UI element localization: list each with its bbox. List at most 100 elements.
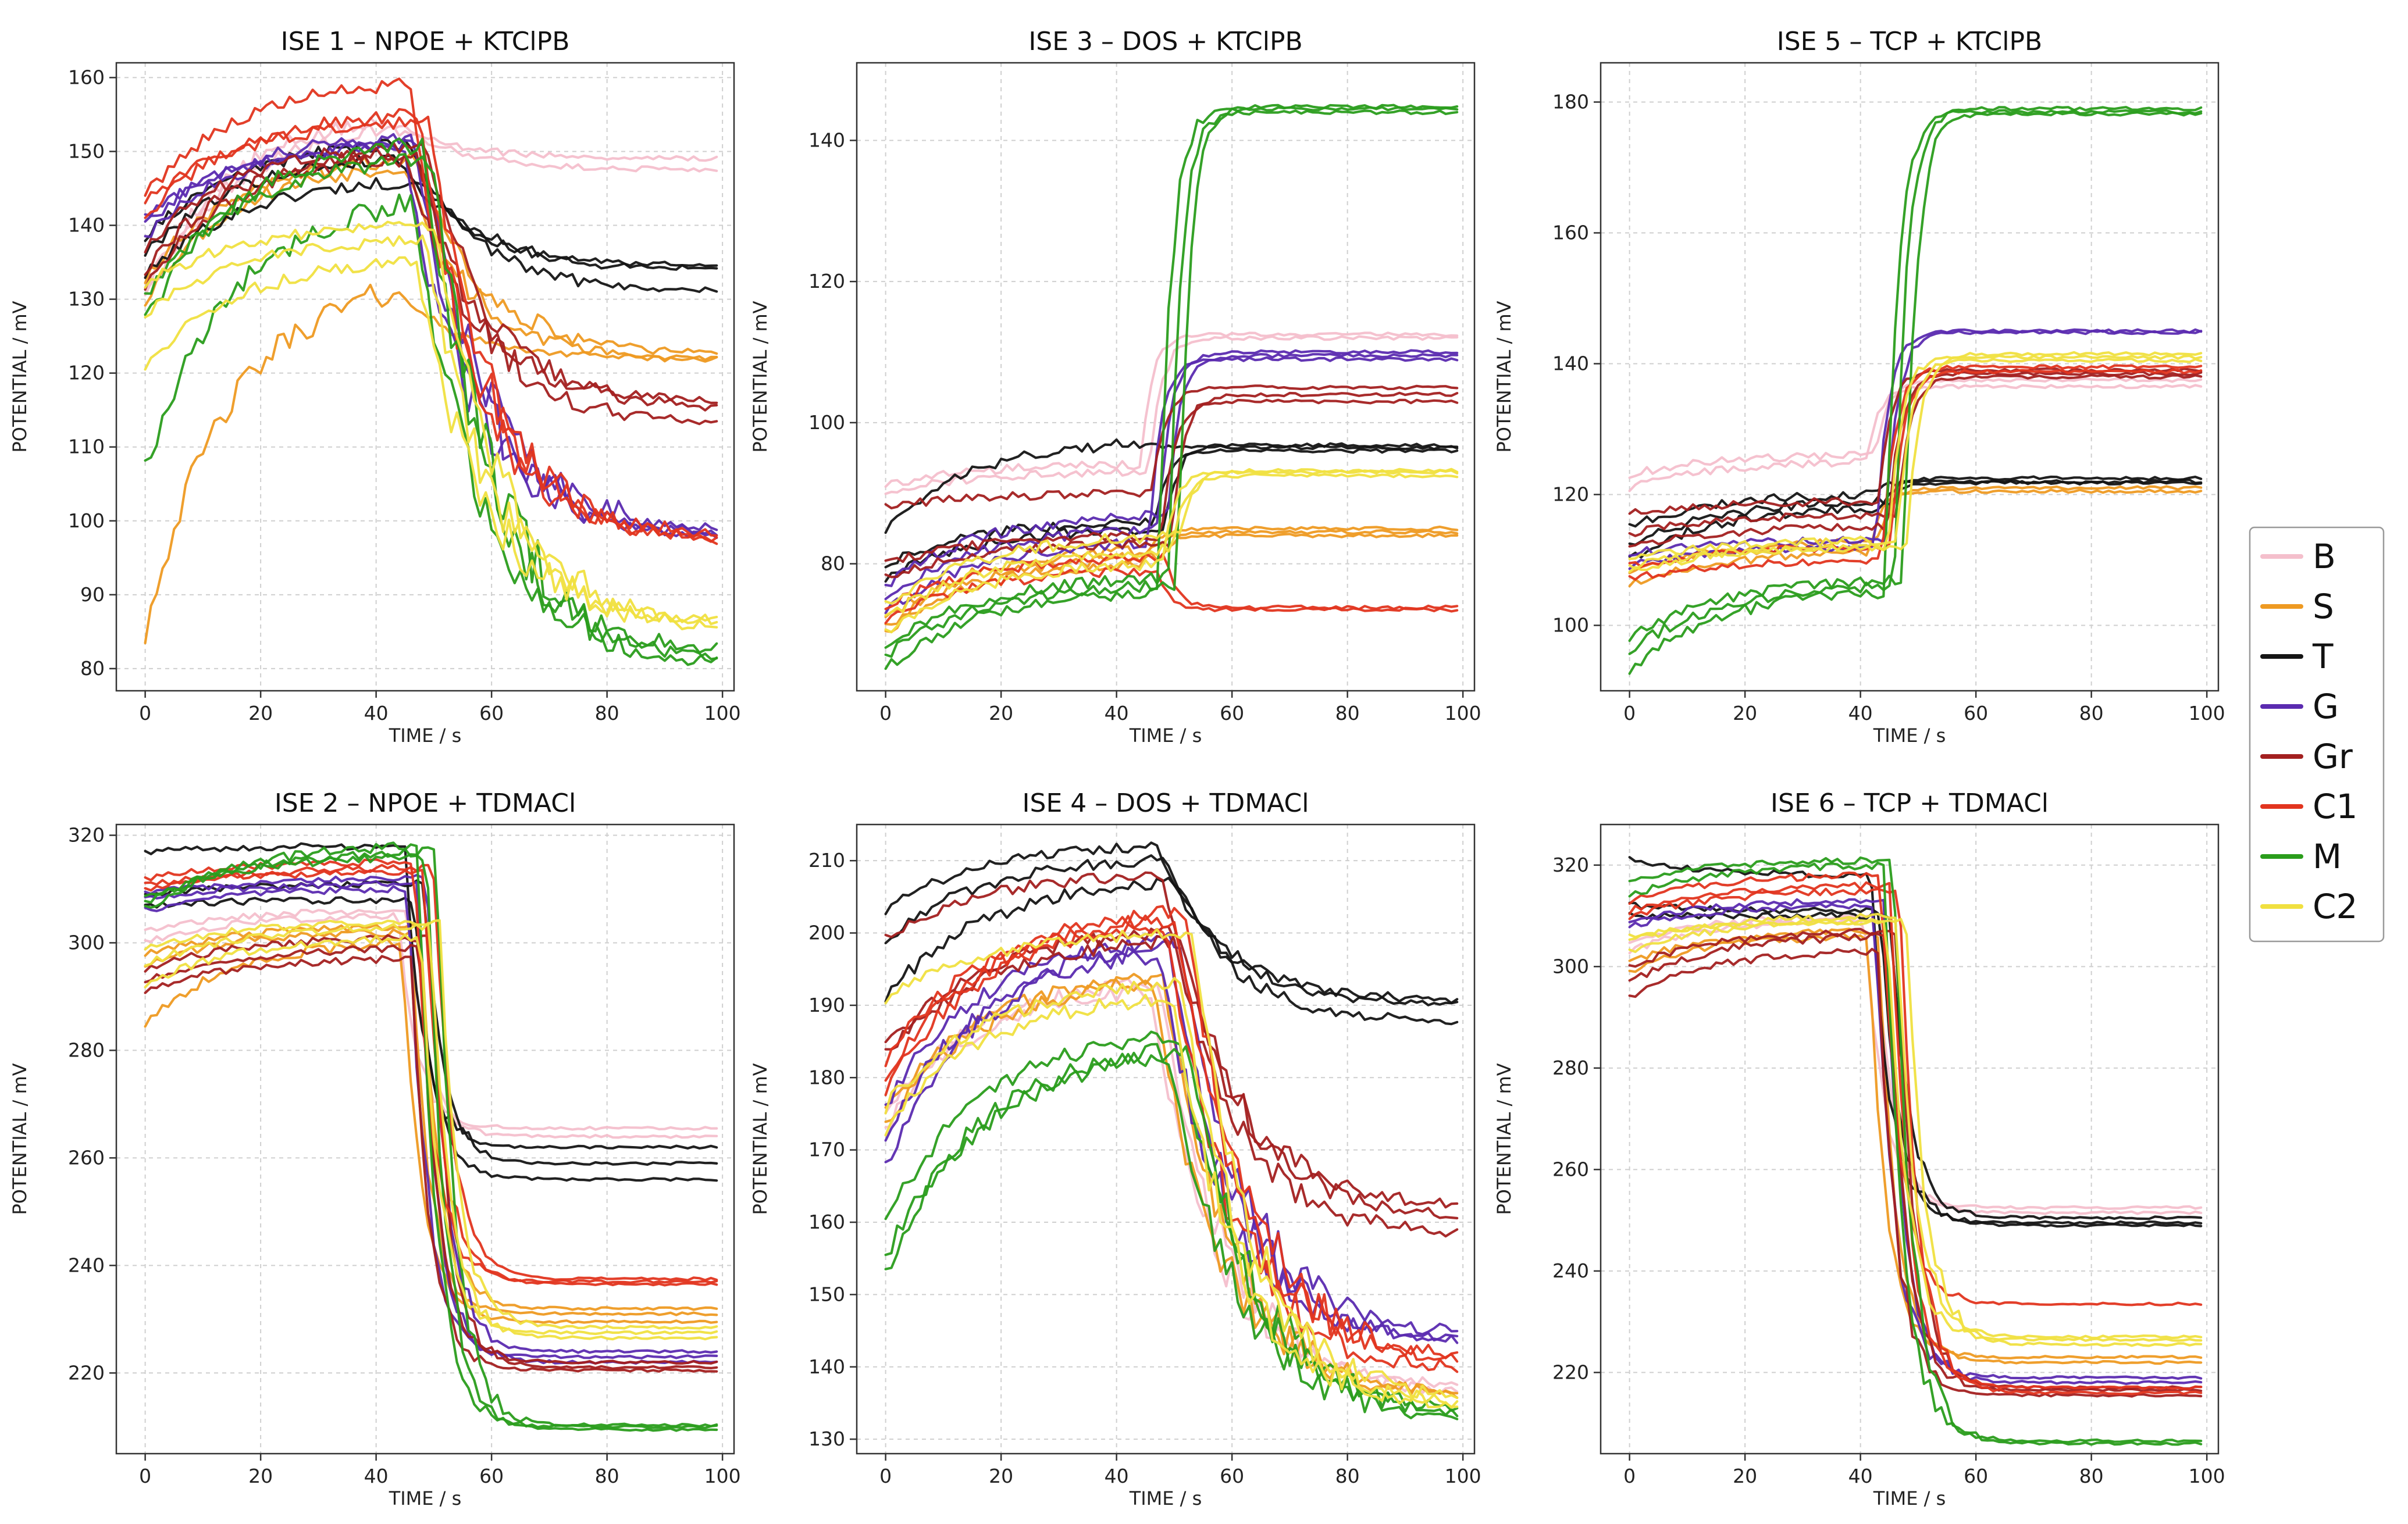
y-tick-label: 100 bbox=[1552, 614, 1589, 637]
y-tick-label: 110 bbox=[68, 436, 105, 458]
series-line-gr bbox=[884, 871, 1459, 1209]
panel-title: ISE 2 – NPOE + TDMACl bbox=[275, 788, 576, 818]
series-line-s bbox=[1628, 488, 2203, 588]
series-line-c1 bbox=[144, 863, 718, 1282]
series-line-m bbox=[1628, 105, 2203, 655]
series-lines bbox=[884, 841, 1459, 1421]
x-tick-label: 0 bbox=[1623, 1465, 1636, 1487]
plot-frame bbox=[856, 823, 1476, 1455]
chart-panel-5: 0 20 40 60 80 100 130 140 150 160 170 180 190 200 210 I… bbox=[749, 788, 1481, 1509]
y-tick-label: 80 bbox=[80, 657, 105, 680]
y-axis-label: POTENTIAL / mV bbox=[1493, 1063, 1515, 1215]
panel-title: ISE 1 – NPOE + KTClPB bbox=[281, 27, 570, 56]
plot-frame bbox=[115, 62, 735, 692]
x-tick-label: 60 bbox=[479, 702, 504, 724]
y-tick-label: 160 bbox=[68, 66, 105, 88]
y-axis-label: POTENTIAL / mV bbox=[749, 1063, 771, 1215]
y-tick-label: 160 bbox=[808, 1211, 845, 1233]
series-line-c2 bbox=[144, 234, 718, 630]
series-lines bbox=[144, 77, 718, 666]
y-tick-label: 300 bbox=[68, 931, 105, 954]
series-line-c1 bbox=[1628, 881, 2203, 1390]
series-lines bbox=[144, 841, 718, 1432]
legend-item-gr: Gr bbox=[2260, 737, 2353, 776]
series-lines bbox=[1628, 856, 2203, 1446]
y-tick-label: 320 bbox=[68, 823, 105, 846]
x-tick-label: 40 bbox=[1848, 1465, 1873, 1487]
series-line-m bbox=[884, 109, 1459, 649]
legend-label: S bbox=[2313, 587, 2334, 626]
x-tick-label: 20 bbox=[248, 1465, 273, 1487]
y-tick-label: 100 bbox=[808, 411, 845, 434]
y-axis-label: POTENTIAL / mV bbox=[9, 1063, 31, 1215]
series-line-c2 bbox=[884, 473, 1459, 617]
panel-title: ISE 5 – TCP + KTClPB bbox=[1777, 27, 2042, 56]
series-line-c2 bbox=[144, 220, 718, 626]
legend-item-b: B bbox=[2260, 537, 2336, 576]
x-tick-label: 80 bbox=[1335, 702, 1360, 724]
x-axis-label: TIME / s bbox=[1129, 1487, 1202, 1509]
x-tick-label: 100 bbox=[1445, 702, 1481, 724]
series-lines bbox=[1628, 105, 2203, 675]
y-tick-label: 170 bbox=[808, 1138, 845, 1161]
y-tick-label: 150 bbox=[68, 140, 105, 162]
x-tick-label: 80 bbox=[2079, 1465, 2104, 1487]
series-line-t bbox=[1628, 911, 2203, 1220]
x-tick-label: 0 bbox=[879, 702, 892, 724]
series-lines bbox=[884, 103, 1459, 670]
y-tick-label: 130 bbox=[808, 1427, 845, 1450]
legend-item-s: S bbox=[2260, 587, 2334, 626]
legend-item-t: T bbox=[2260, 637, 2334, 676]
y-tick-label: 180 bbox=[808, 1066, 845, 1088]
series-line-m bbox=[144, 841, 718, 1429]
legend-label: M bbox=[2313, 837, 2342, 876]
x-tick-label: 20 bbox=[1733, 702, 1757, 724]
series-line-c1 bbox=[144, 115, 718, 545]
series-line-c2 bbox=[144, 933, 718, 1336]
x-tick-label: 20 bbox=[989, 1465, 1013, 1487]
series-line-m bbox=[884, 103, 1459, 658]
x-tick-label: 20 bbox=[989, 702, 1013, 724]
y-tick-label: 90 bbox=[80, 583, 105, 606]
y-tick-label: 80 bbox=[821, 552, 845, 575]
x-tick-label: 100 bbox=[2189, 702, 2225, 724]
series-line-c1 bbox=[1628, 364, 2203, 581]
x-tick-label: 80 bbox=[1335, 1465, 1360, 1487]
x-tick-label: 0 bbox=[139, 702, 151, 724]
y-tick-label: 260 bbox=[68, 1146, 105, 1169]
x-tick-label: 40 bbox=[1848, 702, 1873, 724]
series-line-t bbox=[884, 854, 1459, 1026]
series-line-c2 bbox=[884, 928, 1459, 1409]
x-axis-label: TIME / s bbox=[1873, 1487, 1946, 1509]
x-tick-label: 100 bbox=[704, 702, 741, 724]
x-tick-label: 80 bbox=[595, 702, 619, 724]
series-line-gr bbox=[1628, 931, 2203, 1393]
chart-panel-1: 0 20 40 60 80 100 80 90 100 110 120 130 140 150 160 ISE… bbox=[9, 27, 741, 747]
series-line-gr bbox=[884, 391, 1459, 579]
panel-title: ISE 4 – DOS + TDMACl bbox=[1023, 788, 1309, 818]
x-tick-label: 60 bbox=[1964, 702, 1988, 724]
series-line-gr bbox=[144, 147, 718, 426]
legend-label: T bbox=[2312, 637, 2334, 676]
y-axis-label: POTENTIAL / mV bbox=[1493, 301, 1515, 452]
series-line-s bbox=[884, 979, 1459, 1395]
plot-frame bbox=[115, 823, 735, 1455]
legend-box bbox=[2249, 526, 2385, 943]
series-line-gr bbox=[1628, 370, 2203, 548]
series-line-c2 bbox=[884, 994, 1459, 1408]
chart-panel-4: 0 20 40 60 80 100 220 240 260 280 300 320 ISE 2 – NP… bbox=[9, 788, 741, 1509]
y-tick-label: 140 bbox=[808, 129, 845, 151]
chart-panel-3: 0 20 40 60 80 100 100 120 140 160 180 ISE 5 – TCP +… bbox=[1493, 27, 2225, 747]
series-line-gr bbox=[884, 384, 1459, 510]
series-line-m bbox=[884, 1051, 1459, 1421]
legend-item-c1: C1 bbox=[2260, 787, 2357, 826]
x-tick-label: 20 bbox=[1733, 1465, 1757, 1487]
chart-panel-2: 0 20 40 60 80 100 80 100 120 140 ISE 3 – DOS + KTC… bbox=[749, 27, 1481, 747]
series-line-m bbox=[1628, 856, 2203, 1446]
series-line-g bbox=[144, 885, 718, 1359]
x-axis-label: TIME / s bbox=[389, 724, 462, 747]
series-line-b bbox=[884, 331, 1459, 488]
series-line-m bbox=[144, 846, 718, 1428]
